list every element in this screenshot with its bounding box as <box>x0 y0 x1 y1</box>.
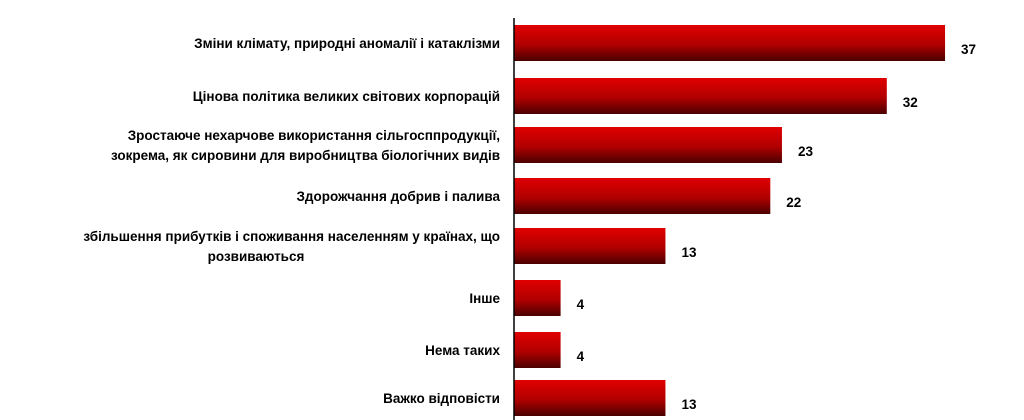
category-label-5: Інше <box>469 291 500 306</box>
value-label-3: 22 <box>786 195 801 210</box>
value-label-5: 4 <box>577 297 585 312</box>
bar-6 <box>514 332 561 368</box>
value-label-0: 37 <box>961 42 976 57</box>
category-label-4: збільшення прибутків і споживання населе… <box>83 229 500 264</box>
bar-7 <box>514 380 666 416</box>
bar-5 <box>514 280 561 316</box>
bar-4 <box>514 228 666 264</box>
value-label-6: 4 <box>577 349 585 364</box>
value-label-1: 32 <box>903 95 918 110</box>
bar-0 <box>514 25 946 61</box>
bars-group <box>514 25 946 416</box>
value-labels-group: 37 32 23 22 13 4 4 13 <box>577 42 976 412</box>
bar-1 <box>514 78 887 114</box>
category-label-3: Здорожчання добрив і палива <box>296 189 500 204</box>
category-label-0: Зміни клімату, природні аномалії і катак… <box>194 36 500 51</box>
category-labels-group: Зміни клімату, природні аномалії і катак… <box>83 36 500 406</box>
value-label-4: 13 <box>681 245 697 260</box>
bar-3 <box>514 178 771 214</box>
value-label-7: 13 <box>681 397 697 412</box>
category-label-2: Зростаюче нехарчове використання сільгос… <box>111 128 500 163</box>
category-label-1: Цінова політика великих світових корпора… <box>193 89 500 104</box>
category-label-6: Нема таких <box>425 343 500 358</box>
bar-2 <box>514 127 782 163</box>
value-label-2: 23 <box>798 144 814 159</box>
category-label-7: Важко відповісти <box>383 391 500 406</box>
